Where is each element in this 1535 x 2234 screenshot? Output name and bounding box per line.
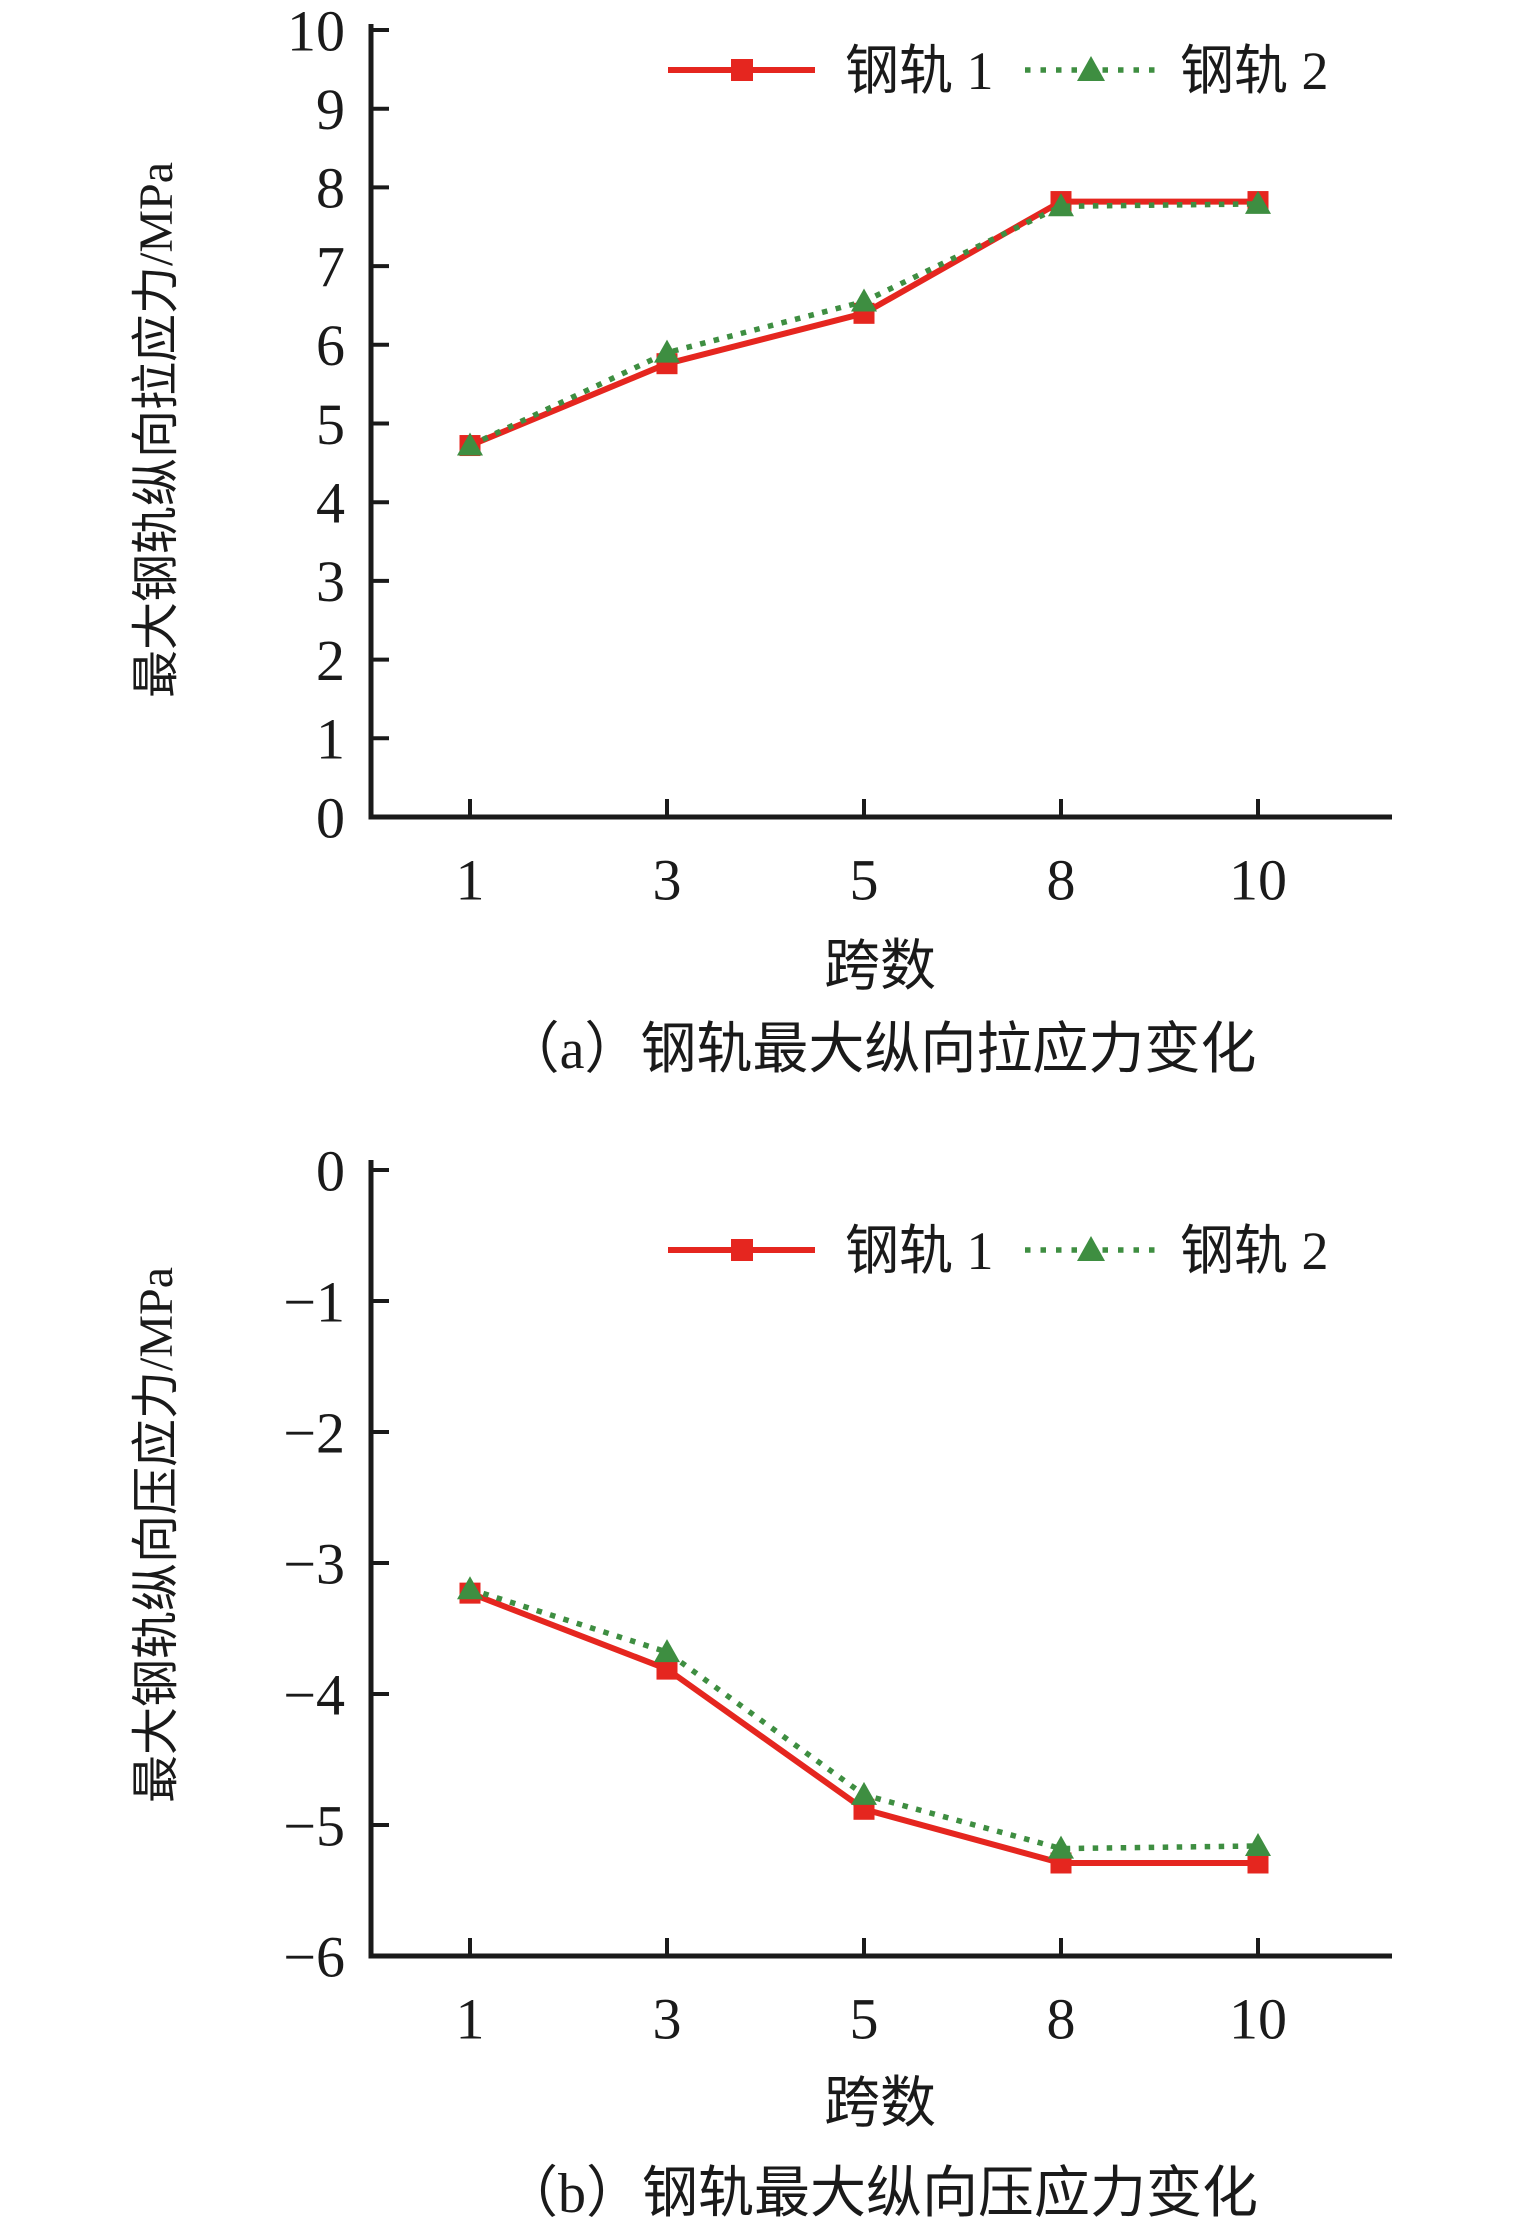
y-tick-label: 3 [316, 549, 345, 614]
y-tick-label: −6 [283, 1924, 345, 1989]
y-tick-label: 0 [316, 785, 345, 850]
y-tick-label: −3 [283, 1531, 345, 1596]
data-point-triangle [1245, 190, 1271, 214]
x-tick-label: 1 [456, 1986, 485, 2051]
x-tick-label: 5 [850, 847, 879, 912]
y-tick-label: −1 [283, 1269, 345, 1334]
chart-a-caption: （a）钢轨最大纵向拉应力变化 [504, 1019, 1257, 1081]
y-tick-label: −5 [283, 1793, 345, 1858]
chart-a-plot: 0 1 2 3 4 5 6 7 8 9 10 1 3 5 8 10 钢轨 1 钢轨 2 [287, 0, 1392, 912]
data-point-triangle [457, 1576, 483, 1600]
data-point-triangle [1048, 1835, 1074, 1859]
data-point-square [1247, 1852, 1269, 1874]
data-point-triangle [851, 288, 877, 312]
chart-a-x-axis-label: 跨数 [824, 936, 936, 998]
y-tick-label: 1 [316, 707, 345, 772]
chart-b-y-axis-label: 最大钢轨纵向压应力/MPa [130, 1267, 183, 1803]
data-point-triangle [851, 1781, 877, 1805]
y-tick-label: −4 [283, 1662, 345, 1727]
data-point-triangle [1048, 193, 1074, 217]
series-line-triangle [468, 201, 1259, 449]
x-tick-label: 10 [1229, 1986, 1287, 2051]
legend-square-marker [731, 59, 753, 81]
y-tick-label: 7 [316, 234, 345, 299]
chart-a: 最大钢轨纵向拉应力/MPa 0 1 2 3 4 5 6 7 8 9 10 1 3 5 8 10 钢轨 1 钢轨 2… [130, 0, 1392, 1081]
y-tick-label: 6 [316, 313, 345, 378]
x-tick-label: 8 [1047, 847, 1076, 912]
legend-label: 钢轨 1 [845, 1221, 994, 1281]
data-point-triangle [457, 432, 483, 456]
x-tick-label: 1 [456, 847, 485, 912]
x-tick-label: 8 [1047, 1986, 1076, 2051]
data-point-triangle [1245, 1832, 1271, 1856]
data-point-square [656, 1658, 678, 1680]
legend-triangle-marker [1077, 56, 1105, 81]
chart-b-x-axis-label: 跨数 [824, 2073, 936, 2135]
data-point-triangle [654, 1639, 680, 1663]
x-tick-label: 3 [653, 1986, 682, 2051]
chart-b-plot: 0 −1 −2 −3 −4 −5 −6 1 3 5 8 10 钢轨 1 钢轨 2 [283, 1138, 1392, 2051]
y-tick-label: 0 [316, 1138, 345, 1203]
legend-label: 钢轨 2 [1180, 1221, 1329, 1281]
y-tick-label: −2 [283, 1400, 345, 1465]
y-tick-label: 4 [316, 471, 345, 536]
legend-triangle-marker [1077, 1236, 1105, 1261]
legend-square-marker [731, 1239, 753, 1261]
x-tick-label: 10 [1229, 847, 1287, 912]
y-tick-label: 10 [287, 0, 345, 63]
chart-a-y-axis-label: 最大钢轨纵向拉应力/MPa [130, 162, 183, 698]
data-point-triangle [654, 339, 680, 363]
y-tick-label: 9 [316, 77, 345, 142]
legend-label: 钢轨 2 [1180, 41, 1329, 101]
legend-label: 钢轨 1 [845, 41, 994, 101]
y-tick-label: 5 [316, 392, 345, 457]
y-tick-label: 8 [316, 156, 345, 221]
x-tick-label: 3 [653, 847, 682, 912]
chart-b-caption: （b）钢轨最大纵向压应力变化 [502, 2163, 1258, 2225]
series-line-square [468, 1590, 1258, 1866]
y-tick-label: 2 [316, 628, 345, 693]
x-tick-label: 5 [850, 1986, 879, 2051]
chart-b: 最大钢轨纵向压应力/MPa 0 −1 −2 −3 −4 −5 −6 1 3 5 8 10 钢轨 1 钢轨 … [130, 1138, 1392, 2225]
